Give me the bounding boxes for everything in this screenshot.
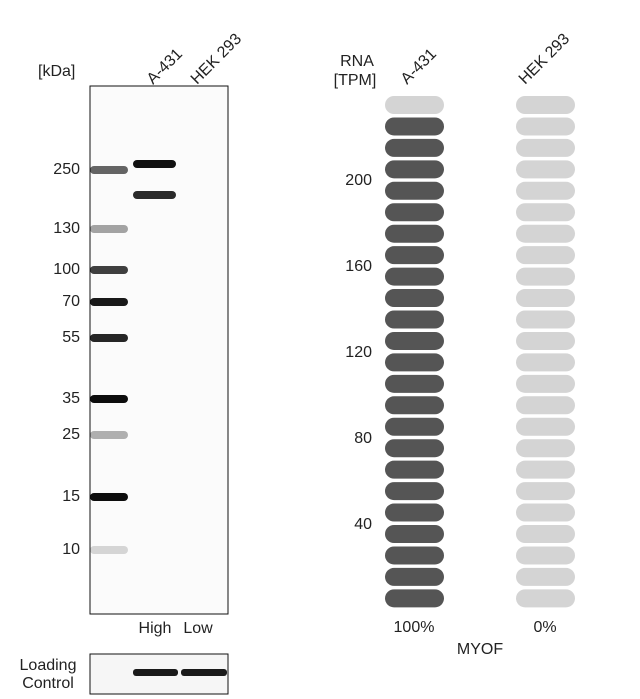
rna-pill xyxy=(385,267,444,286)
marker-label: 25 xyxy=(62,426,80,443)
marker-label: 130 xyxy=(53,220,80,237)
rna-pill xyxy=(516,439,575,458)
marker-label: 70 xyxy=(62,293,80,310)
rna-tick-label: 160 xyxy=(345,258,372,275)
rna-pill xyxy=(385,331,444,350)
level-label: Low xyxy=(183,620,213,637)
lane-label: A-431 xyxy=(144,46,186,88)
loading-band xyxy=(181,669,227,676)
rna-pill xyxy=(516,567,575,586)
rna-pill xyxy=(516,117,575,136)
loading-label: Loading xyxy=(20,657,77,674)
loading-label: Control xyxy=(22,675,74,692)
rna-pill xyxy=(385,160,444,179)
rna-pill xyxy=(385,117,444,136)
rna-pill xyxy=(385,460,444,479)
rna-axis-label: RNA xyxy=(340,53,374,70)
rna-pill xyxy=(385,138,444,157)
gene-label: MYOF xyxy=(457,641,503,658)
rna-pill xyxy=(385,482,444,501)
rna-pill xyxy=(385,439,444,458)
marker-label: 35 xyxy=(62,390,80,407)
level-label: High xyxy=(139,620,172,637)
sample-band xyxy=(133,160,176,168)
ladder-band xyxy=(90,166,128,174)
rna-pill xyxy=(385,203,444,222)
marker-label: 55 xyxy=(62,329,80,346)
rna-pill xyxy=(385,246,444,265)
rna-pill xyxy=(516,525,575,543)
rna-pill xyxy=(516,417,575,436)
rna-pill xyxy=(516,289,575,308)
rna-tick-label: 120 xyxy=(345,344,372,361)
rna-pill xyxy=(516,203,575,222)
ladder-band xyxy=(90,546,128,554)
ladder-band xyxy=(90,431,128,439)
rna-pill xyxy=(516,267,575,286)
rna-pill xyxy=(516,546,575,565)
lane-label: HEK 293 xyxy=(188,30,245,87)
rna-pill xyxy=(516,246,575,265)
sample-label: A-431 xyxy=(398,46,440,88)
ladder-band xyxy=(90,493,128,501)
ladder-band xyxy=(90,395,128,403)
rna-pill xyxy=(516,482,575,501)
rna-axis-label: [TPM] xyxy=(334,72,377,89)
percent-label: 100% xyxy=(394,619,435,636)
rna-pill xyxy=(516,96,575,114)
marker-label: 250 xyxy=(53,161,80,178)
rna-pill xyxy=(385,589,444,608)
rna-pill xyxy=(385,289,444,308)
percent-label: 0% xyxy=(533,619,556,636)
rna-tick-label: 40 xyxy=(354,516,372,533)
rna-pill xyxy=(516,374,575,393)
rna-pill xyxy=(516,396,575,415)
rna-pill xyxy=(516,460,575,479)
ladder-band xyxy=(90,266,128,274)
rna-pill xyxy=(385,546,444,565)
rna-pill xyxy=(385,503,444,522)
loading-band xyxy=(133,669,178,676)
rna-tick-label: 80 xyxy=(354,430,372,447)
rna-pill xyxy=(516,138,575,157)
rna-pill xyxy=(516,353,575,372)
rna-pill xyxy=(385,353,444,372)
sample-label: HEK 293 xyxy=(516,30,573,87)
ladder-band xyxy=(90,334,128,342)
rna-pill xyxy=(516,503,575,522)
marker-label: 100 xyxy=(53,261,80,278)
sample-band xyxy=(133,191,176,199)
rna-pill xyxy=(516,589,575,608)
rna-pill xyxy=(385,525,444,543)
rna-pill xyxy=(385,224,444,243)
rna-pill xyxy=(516,224,575,243)
marker-label: 10 xyxy=(62,541,80,558)
rna-pill xyxy=(385,310,444,329)
rna-pill xyxy=(516,310,575,329)
rna-pill xyxy=(385,374,444,393)
ladder-band xyxy=(90,298,128,306)
unit-label: [kDa] xyxy=(38,63,75,80)
rna-pill xyxy=(385,417,444,436)
rna-pill xyxy=(516,331,575,350)
rna-tick-label: 200 xyxy=(345,172,372,189)
rna-pill xyxy=(385,396,444,415)
rna-pill xyxy=(385,567,444,586)
marker-label: 15 xyxy=(62,488,80,505)
rna-pill xyxy=(385,181,444,200)
rna-pill xyxy=(516,181,575,200)
ladder-band xyxy=(90,225,128,233)
rna-pill xyxy=(516,160,575,179)
rna-pill xyxy=(385,96,444,114)
